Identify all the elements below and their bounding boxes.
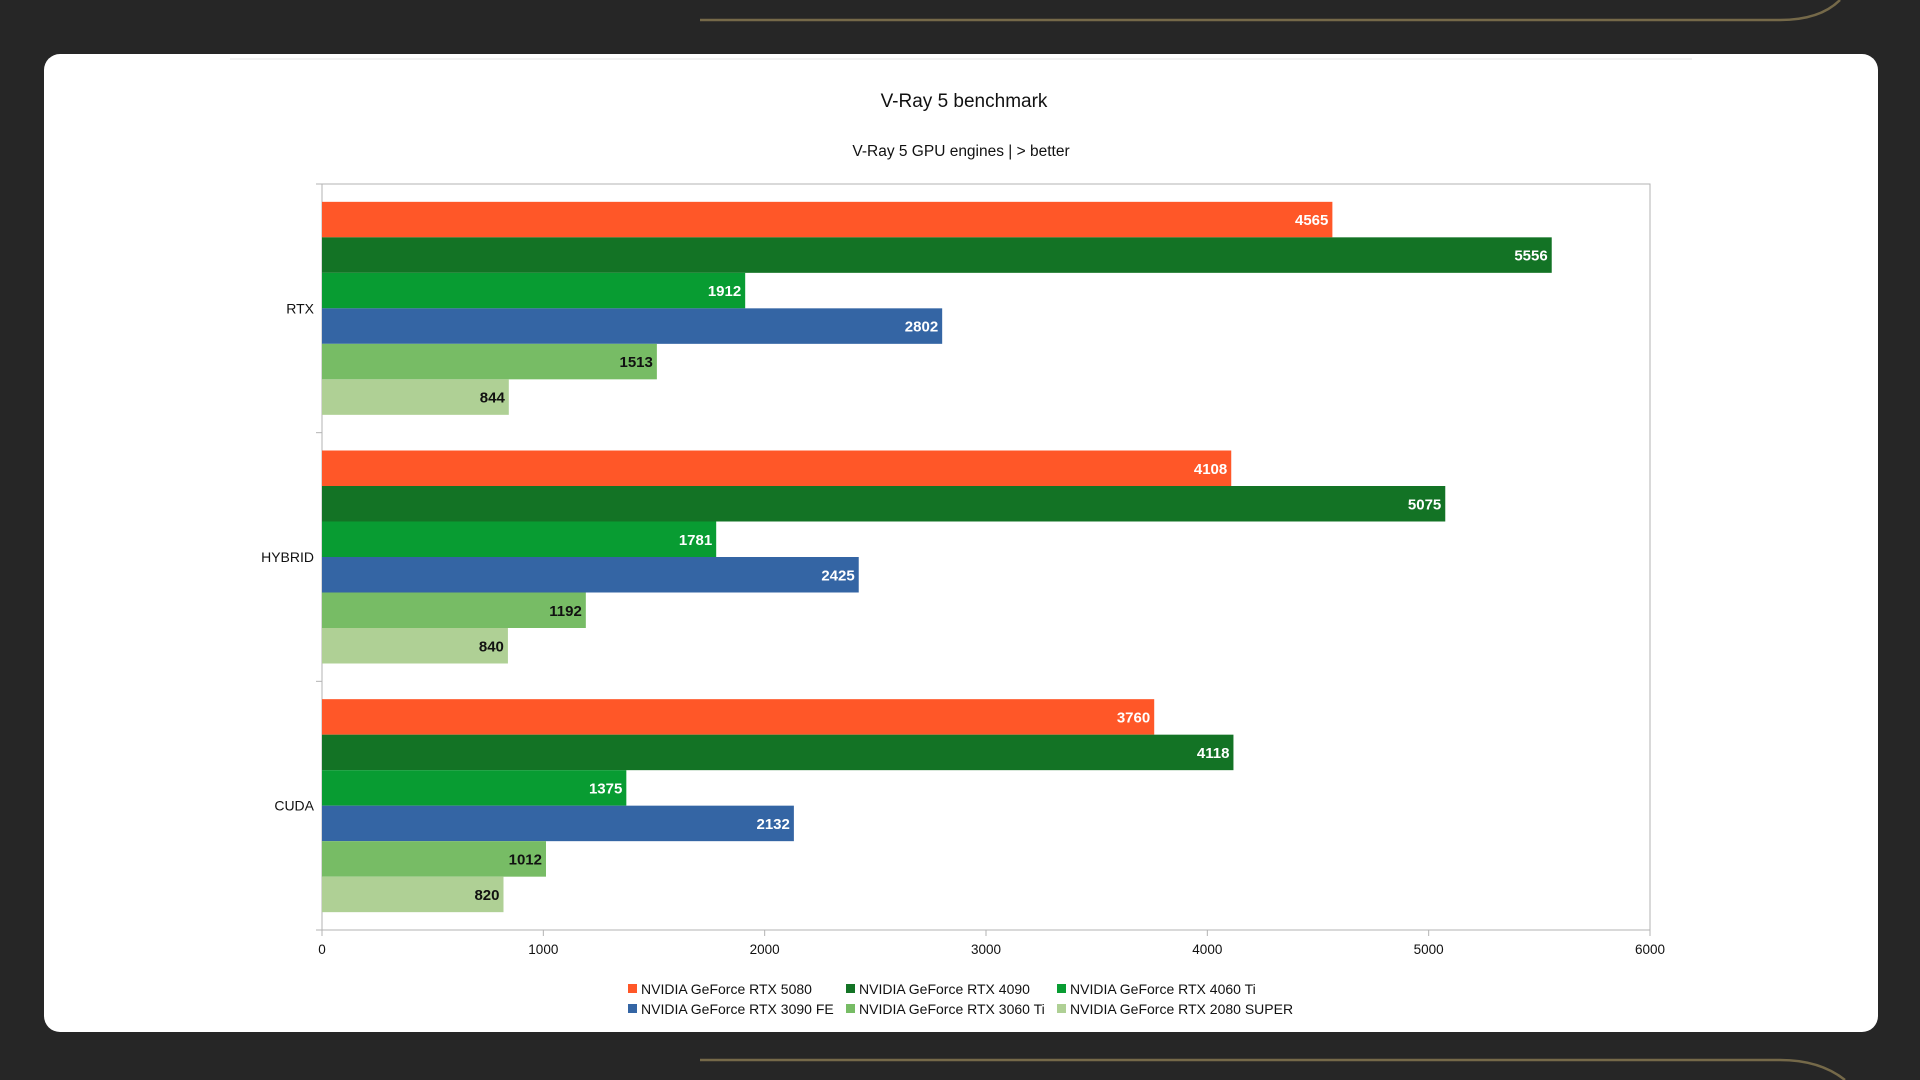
bar xyxy=(322,343,657,380)
legend-swatch xyxy=(628,984,637,993)
bar-value-label: 1513 xyxy=(620,354,653,371)
bar xyxy=(322,308,943,344)
legend-swatch xyxy=(846,984,855,993)
chart-card: V-Ray 5 benchmark V-Ray 5 GPU engines | … xyxy=(44,54,1878,1032)
bar xyxy=(322,521,717,557)
legend-entry-label: NVIDIA GeForce RTX 5080 xyxy=(641,981,812,997)
bar-value-label: 4108 xyxy=(1194,461,1227,478)
category-label: HYBRID xyxy=(261,549,314,565)
bar xyxy=(322,272,746,309)
legend-swatch xyxy=(846,1004,855,1013)
bar xyxy=(322,699,1155,735)
x-tick-label: 3000 xyxy=(971,942,1001,957)
legend-swatch xyxy=(1057,984,1066,993)
bar xyxy=(322,628,508,664)
legend-entry-label: NVIDIA GeForce RTX 4090 xyxy=(859,981,1030,997)
bar xyxy=(322,237,1552,273)
bar xyxy=(322,486,1446,522)
bar-chart: V-Ray 5 benchmark V-Ray 5 GPU engines | … xyxy=(230,58,1692,1017)
x-tick-label: 6000 xyxy=(1635,942,1665,957)
bar-value-label: 4565 xyxy=(1295,212,1328,229)
legend-entry-label: NVIDIA GeForce RTX 2080 SUPER xyxy=(1070,1001,1293,1017)
bar xyxy=(322,841,546,877)
bar xyxy=(322,557,859,593)
x-tick-label: 5000 xyxy=(1414,942,1444,957)
bar-value-label: 844 xyxy=(480,390,506,407)
bar xyxy=(322,379,509,415)
bar-value-label: 2425 xyxy=(821,567,854,584)
category-label: RTX xyxy=(286,300,314,316)
x-tick-label: 1000 xyxy=(528,942,558,957)
bar-value-label: 5556 xyxy=(1514,248,1547,265)
bar xyxy=(322,805,794,842)
bar-value-label: 1012 xyxy=(509,851,542,868)
bar-value-label: 1192 xyxy=(549,603,582,620)
bar-value-label: 820 xyxy=(474,887,499,904)
chart-subtitle: V-Ray 5 GPU engines | > better xyxy=(852,143,1069,160)
bar-value-label: 4118 xyxy=(1197,745,1230,762)
bar xyxy=(322,201,1333,238)
legend-swatch xyxy=(628,1004,637,1013)
x-tick-label: 4000 xyxy=(1192,942,1222,957)
category-label: CUDA xyxy=(274,798,314,814)
legend-entry-label: NVIDIA GeForce RTX 3090 FE xyxy=(641,1001,834,1017)
chart-title: V-Ray 5 benchmark xyxy=(881,91,1048,112)
bar-value-label: 840 xyxy=(479,638,504,655)
x-tick-label: 2000 xyxy=(750,942,780,957)
x-tick-label: 0 xyxy=(318,942,326,957)
legend-entry-label: NVIDIA GeForce RTX 3060 Ti xyxy=(859,1001,1045,1017)
bar-value-label: 2802 xyxy=(905,319,938,336)
legend-entry-label: NVIDIA GeForce RTX 4060 Ti xyxy=(1070,981,1256,997)
bar xyxy=(322,734,1234,771)
bar-value-label: 1375 xyxy=(589,780,622,797)
bar xyxy=(322,876,504,913)
bar xyxy=(322,592,586,628)
bar-value-label: 2132 xyxy=(757,816,790,833)
bar xyxy=(322,770,627,806)
bar-value-label: 3760 xyxy=(1117,709,1150,726)
legend-swatch xyxy=(1057,1004,1066,1013)
bar xyxy=(322,450,1232,486)
bar-value-label: 1781 xyxy=(679,532,712,549)
bar-value-label: 5075 xyxy=(1408,496,1441,513)
bar-value-label: 1912 xyxy=(708,283,741,300)
